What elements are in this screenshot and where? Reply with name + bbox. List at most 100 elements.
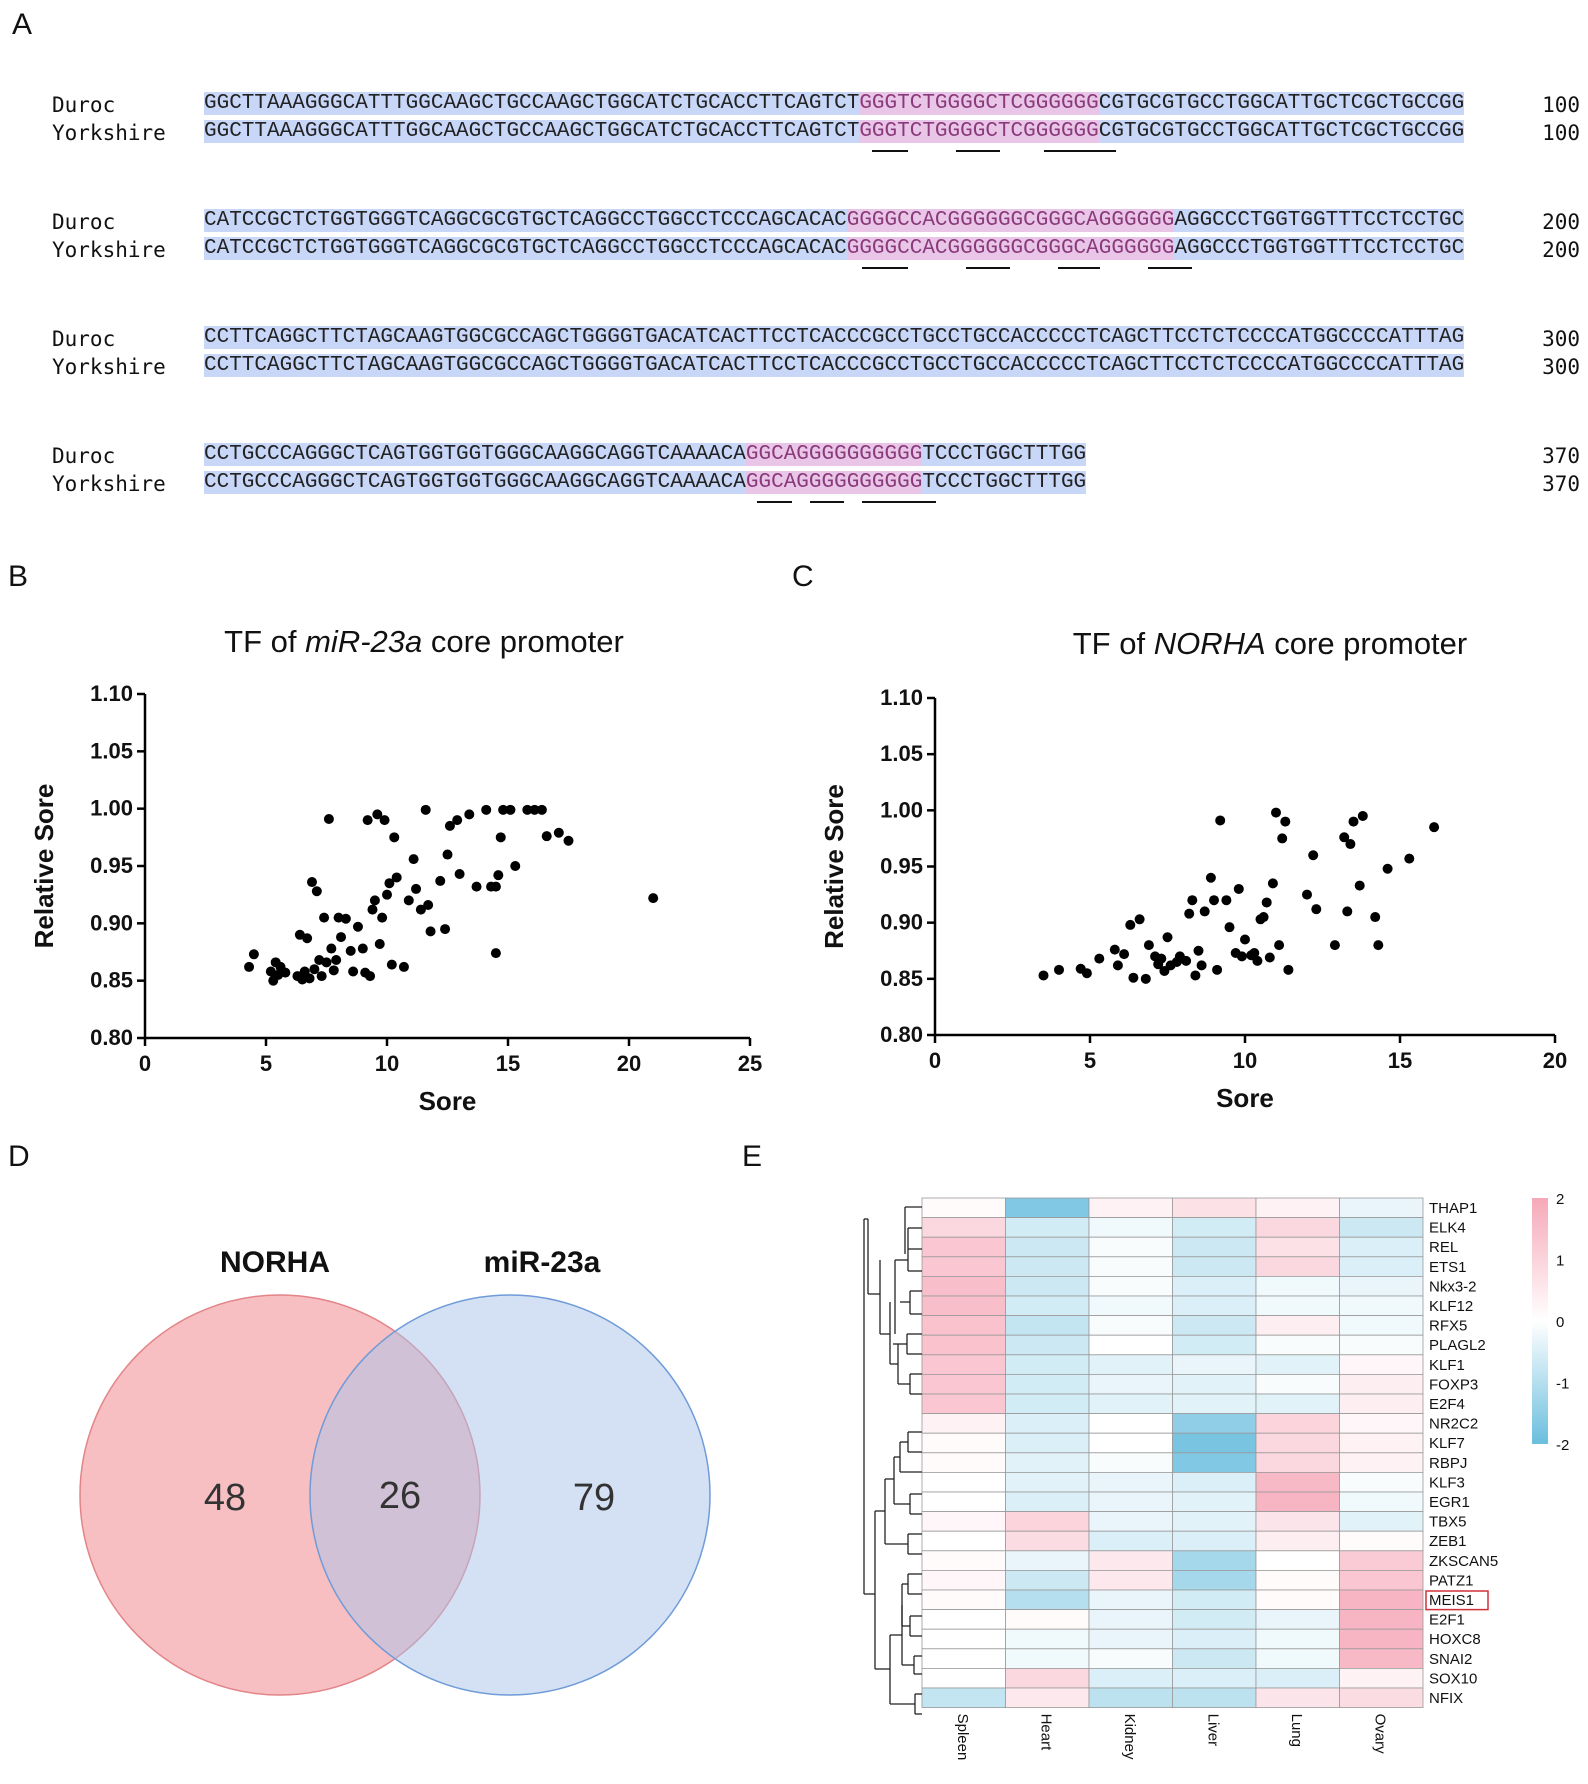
heatmap-cell <box>1172 1256 1257 1277</box>
heatmap-cell <box>1005 1589 1090 1611</box>
heatmap-cell <box>1088 1530 1173 1552</box>
data-point <box>384 878 395 889</box>
data-point <box>1280 816 1291 827</box>
data-point <box>420 804 431 815</box>
sequence-line: CCTTCAGGCTTCTAGCAAGTGGCGCCAGCTGGGGTGACAT… <box>204 352 1465 380</box>
heatmap-cell <box>921 1491 1006 1513</box>
data-point <box>1134 914 1145 925</box>
heatmap-cell <box>1255 1471 1340 1493</box>
heatmap-cell <box>1339 1413 1424 1434</box>
heatmap-cell <box>921 1550 1006 1571</box>
heatmap-cell <box>1005 1471 1090 1493</box>
sequence-segment: AGGCCCTGGTGGTTTCCTCCTGC <box>1174 237 1465 260</box>
heatmap-cell <box>1005 1413 1090 1434</box>
data-point <box>563 835 574 846</box>
position-number: 100 <box>1542 93 1580 117</box>
data-point <box>1264 952 1275 963</box>
x-tick-label: 0 <box>929 1048 941 1073</box>
data-point <box>403 895 414 906</box>
heatmap-cell <box>1088 1315 1173 1336</box>
data-point <box>1252 955 1263 966</box>
heatmap-cell <box>1088 1667 1173 1689</box>
heatmap-cell <box>1172 1628 1257 1650</box>
position-number: 300 <box>1542 355 1580 379</box>
data-point <box>336 932 347 943</box>
data-point <box>529 804 540 815</box>
panel-label-c: C <box>792 560 814 593</box>
data-point <box>1404 853 1415 864</box>
scatter-plot-mir23a: TF of miR-23a core promoter 0 5 10 15 20 25 0.8… <box>29 624 762 1116</box>
y-axis-label: Relative Sore <box>29 784 59 949</box>
heatmap-cell <box>1172 1648 1257 1669</box>
sequence-segment: TCCCTGGCTTTGG <box>922 471 1087 494</box>
species-label: Duroc <box>52 327 116 351</box>
motif-segment: GGGTCTGGGGCTCGGGGGG <box>859 120 1099 143</box>
data-point <box>1329 940 1340 951</box>
heatmap-row-label: PLAGL2 <box>1429 1337 1486 1354</box>
heatmap-cell <box>921 1217 1006 1238</box>
data-point <box>1240 934 1250 945</box>
data-point <box>464 809 475 820</box>
data-point <box>425 926 436 937</box>
heatmap-row-label: SOX10 <box>1429 1670 1477 1687</box>
position-number: 200 <box>1542 210 1580 234</box>
heatmap-row-label: HOXC8 <box>1429 1631 1481 1648</box>
data-point <box>536 804 547 815</box>
data-point <box>481 804 492 815</box>
heatmap-cell <box>921 1471 1006 1493</box>
data-point <box>1283 964 1294 975</box>
sequence-segment: CATCCGCTCTGGTGGGTCAGGCGCGTGCTCAGGCCTGGCC… <box>204 209 847 232</box>
heatmap-cell <box>1088 1354 1173 1375</box>
data-point <box>367 904 378 915</box>
venn-left-count: 48 <box>204 1477 246 1519</box>
data-point <box>648 893 659 904</box>
heatmap-cell <box>1255 1491 1340 1513</box>
heatmap-cell <box>921 1393 1006 1415</box>
sequence-line: CCTGCCCAGGGCTCAGTGGTGGTGGGCAAGGCAGGTCAAA… <box>204 441 1087 469</box>
data-point <box>323 813 334 824</box>
heatmap-cell <box>1172 1197 1257 1219</box>
sequence-segment: AGGCCCTGGTGGTTTCCTCCTGC <box>1174 209 1465 232</box>
heatmap-cell <box>1339 1491 1424 1513</box>
heatmap-cell <box>1005 1393 1090 1415</box>
heatmap-cell <box>1005 1452 1090 1473</box>
data-point <box>1081 968 1092 979</box>
data-point <box>319 912 330 923</box>
heatmap-cell <box>1005 1432 1090 1454</box>
data-point <box>348 966 359 977</box>
heatmap-row-label: KLF7 <box>1429 1435 1465 1452</box>
data-point <box>1271 807 1281 818</box>
data-point <box>357 943 368 954</box>
heatmap-cell <box>921 1413 1006 1434</box>
heatmap-cell <box>1255 1393 1340 1415</box>
y-tick-label: 1.00 <box>880 797 923 822</box>
y-tick-label: 0.95 <box>90 853 133 878</box>
heatmap-cell <box>1172 1569 1257 1591</box>
heatmap-row-label: KLF3 <box>1429 1474 1465 1491</box>
x-tick-label: 10 <box>375 1051 399 1076</box>
data-point <box>435 875 446 886</box>
heatmap-cell <box>1255 1256 1340 1277</box>
heatmap-cell <box>921 1276 1006 1297</box>
chart-title-italic: miR-23a <box>305 624 422 659</box>
heatmap-row-label: PATZ1 <box>1429 1572 1473 1589</box>
sequence-line: CATCCGCTCTGGTGGGTCAGGCGCGTGCTCAGGCCTGGCC… <box>204 235 1465 263</box>
heatmap-cell <box>1005 1628 1090 1650</box>
heatmap-cell <box>1172 1413 1257 1434</box>
y-tick-label: 1.00 <box>90 796 133 821</box>
heatmap-cell <box>1088 1393 1173 1415</box>
heatmap-cell <box>1255 1589 1340 1611</box>
heatmap-row-label: MEIS1 <box>1429 1592 1474 1609</box>
y-tick-label: 0.85 <box>880 966 923 991</box>
data-point <box>1125 919 1136 930</box>
data-point <box>382 889 392 900</box>
data-point <box>345 945 356 956</box>
heatmap-cell <box>1172 1511 1257 1532</box>
heatmap-cell <box>1339 1432 1424 1454</box>
heatmap-cell <box>1172 1609 1257 1630</box>
heatmap-cell <box>1255 1550 1340 1571</box>
chart-title: TF of NORHA core promoter <box>1073 626 1467 661</box>
heatmap-cell <box>1088 1373 1173 1395</box>
heatmap-cell <box>1339 1256 1424 1277</box>
motif-segment: GGGGCCACGGGGGGCGGGCAGGGGGG <box>846 209 1175 232</box>
